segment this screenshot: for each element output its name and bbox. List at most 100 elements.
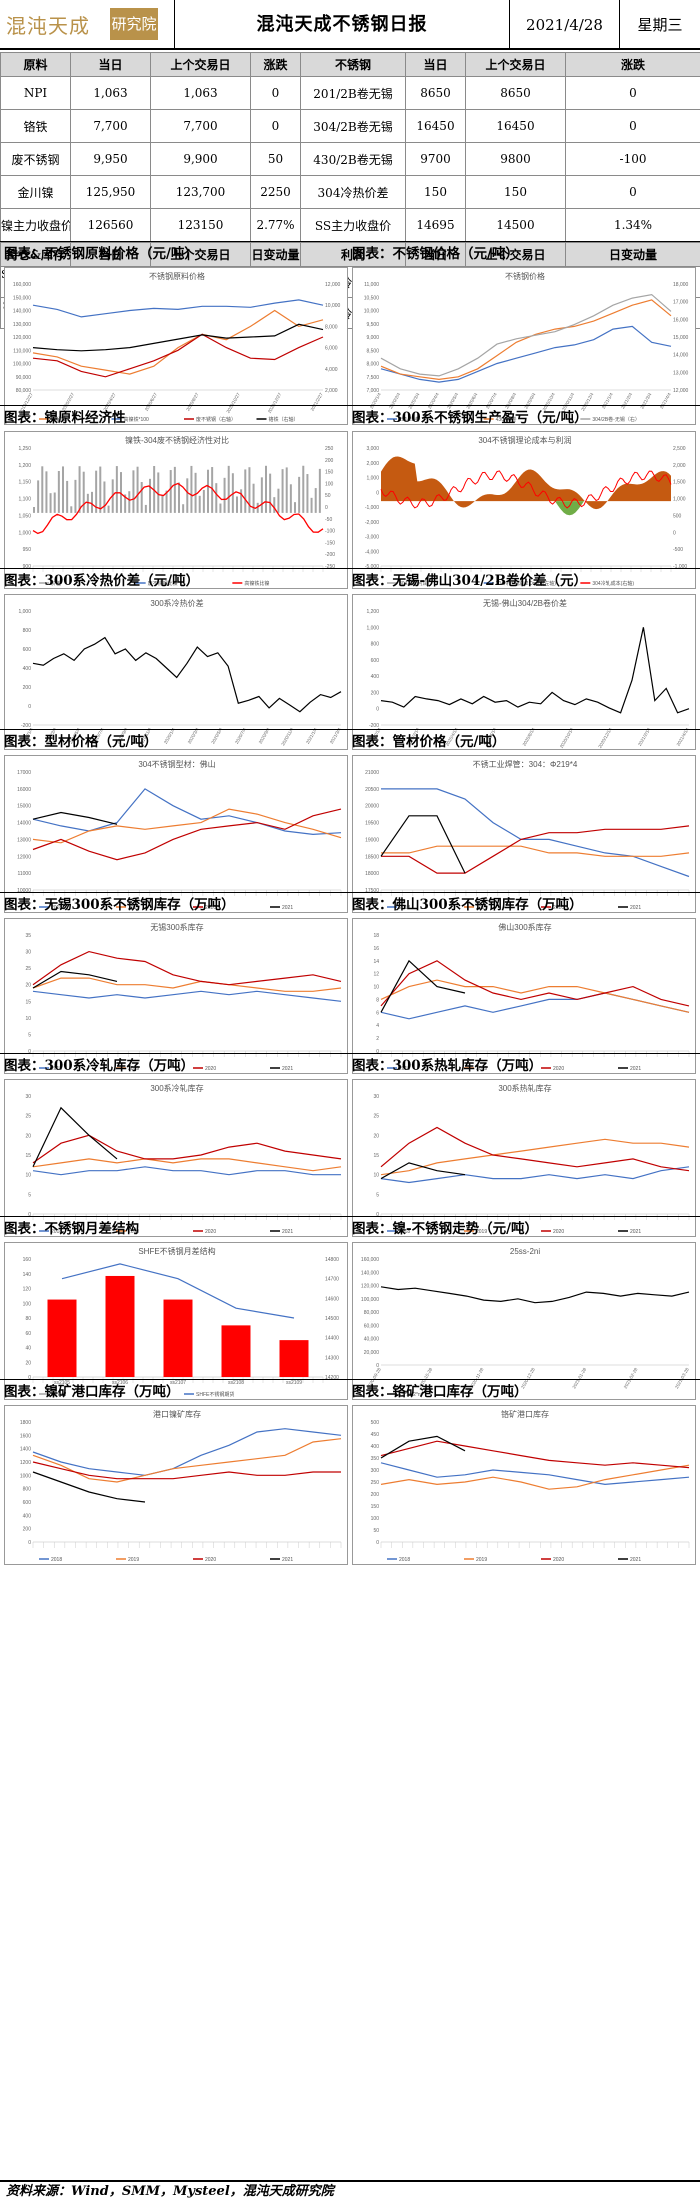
chart-svg: 300系热轧库存 30 25 20 15 10 5 0 2018 2019 2020 2021 [373, 1083, 690, 1235]
y-right-tick-label: 0 [325, 505, 328, 511]
series-line [32, 808, 342, 861]
chart-title: 图表：300系热轧库存（万吨） [352, 1058, 543, 1074]
y-right-tick-label: 14800 [325, 1257, 339, 1263]
series-line [32, 811, 118, 825]
category-label: ss2105 [54, 1380, 70, 1386]
chart-panel: 铬矿港口库存 500 450 400 350 300 250 200 150 100 50 0 2018… [352, 1405, 696, 1565]
legend-label: 25*ss-2*ni [399, 1392, 422, 1398]
chart-title-text: 镍铁-304废不锈钢经济性对比 [125, 435, 229, 445]
y-tick-label: 12 [373, 972, 379, 978]
y-tick-label: 20 [25, 983, 31, 989]
y-tick-label: 18 [373, 933, 379, 939]
y-tick-label: 16000 [17, 787, 31, 793]
y-tick-label: 950 [23, 547, 32, 553]
legend-label: 2020 [553, 1557, 564, 1563]
bar [144, 504, 147, 513]
legend-label: 2019 [476, 1229, 487, 1235]
bar [45, 471, 48, 513]
table-row: 铬铁 7,700 7,700 0 304/2B卷无锡 16450 16450 0 [0, 109, 700, 143]
y-tick-label: 200 [371, 690, 380, 696]
series-line [380, 979, 690, 1013]
bar [219, 503, 222, 513]
y-tick-label: 160 [23, 1257, 32, 1263]
table-cell: 2250 [250, 175, 301, 209]
y-right-tick-label: 200 [325, 458, 334, 464]
bar [124, 494, 127, 513]
header-cell: 利润 [300, 242, 406, 267]
y-right-tick-label: 14700 [325, 1277, 339, 1283]
legend-label: 430/2B卷 [496, 416, 517, 423]
chart-title: 图表：300系不锈钢生产盈亏（元/吨） [352, 410, 588, 426]
series-line [32, 970, 118, 989]
legend-label: 2020 [205, 1066, 216, 1072]
y-tick-label: 21000 [365, 770, 379, 776]
y-right-tick-label: 12,000 [673, 388, 689, 394]
legend-label: 2020 [205, 1229, 216, 1235]
table-cell: 126560 [70, 208, 151, 242]
series-line [380, 1462, 690, 1486]
chart-panel: 不锈钢原料价格 160,000 150,000 140,000 130,000 120,0… [4, 267, 348, 425]
y-tick-label: 10,500 [364, 295, 380, 301]
y-tick-label: 120,000 [13, 335, 31, 341]
y-tick-label: 10 [373, 985, 379, 991]
bar [140, 482, 143, 513]
y-tick-label: 10000 [17, 888, 31, 894]
y-right-tick-label: 18,000 [673, 282, 689, 288]
table-cell: 150 [465, 175, 566, 209]
bar [128, 491, 131, 513]
legend-label: 高镍铁*100 [124, 416, 150, 423]
y-tick-label: 200 [371, 1492, 380, 1498]
y-tick-label: 120 [23, 1287, 32, 1293]
y-tick-label: 200 [23, 1527, 32, 1533]
y-tick-label: 8,000 [366, 362, 379, 368]
table-cell: 201/2B卷无锡 [300, 76, 406, 110]
legend-label: 2019 [476, 1557, 487, 1563]
series-line [380, 959, 466, 1013]
table-cell: 123150 [150, 208, 251, 242]
bar [236, 496, 238, 513]
y-tick-label: 0 [28, 1540, 31, 1546]
bar [223, 477, 226, 513]
y-tick-label: 12000 [17, 854, 31, 860]
y-right-tick-label: 4,000 [325, 367, 338, 373]
y-tick-label: 600 [23, 647, 32, 653]
y-tick-label: 9,500 [366, 322, 379, 328]
chart-panel: SHFE不锈钢月差结构 160 140 120 100 80 60 40 20 0 14800 147… [4, 1242, 348, 1400]
y-tick-label: 15 [25, 999, 31, 1005]
header-cell: 当日 [70, 52, 151, 77]
y-tick-label: -1,000 [365, 505, 379, 511]
y-tick-label: 0 [376, 490, 379, 496]
section-title-row: 图表：型材价格（元/吨） 图表：管材价格（元/吨） [0, 729, 700, 753]
table-cell: 304冷热价差 [300, 175, 406, 209]
series-line [380, 1166, 690, 1184]
chart-panel: 港口镍矿库存 1800 1600 1400 1200 1000 800 600 400 200 0 2… [4, 1405, 348, 1565]
chart-panel: 不锈钢价格 11,000 10,500 10,000 9,500 9,000 8,500 8,… [352, 267, 696, 425]
table-cell: 7,700 [70, 109, 151, 143]
series-line [380, 293, 672, 377]
y-tick-label: 8 [376, 997, 379, 1003]
y-tick-label: 6 [376, 1010, 379, 1016]
y-tick-label: 1,200 [366, 609, 379, 615]
bar [318, 468, 321, 513]
bar [314, 488, 317, 513]
y-right-tick-label: 14600 [325, 1296, 339, 1302]
legend-label: 2018 [51, 1557, 62, 1563]
header-cell: 上个交易日 [465, 52, 566, 77]
y-tick-label: 1,200 [18, 463, 31, 469]
y-right-tick-label: -50 [325, 517, 332, 523]
legend-label: 铬铁（右轴） [269, 416, 299, 423]
section-title-row: 图表：不锈钢月差结构 图表：镍-不锈钢走势（元/吨） [0, 1216, 700, 1240]
y-tick-label: 1800 [20, 1420, 31, 1426]
y-tick-label: 20000 [365, 804, 379, 810]
y-tick-label: 60,000 [364, 1323, 380, 1329]
y-right-tick-label: 2,500 [673, 446, 686, 452]
bar [37, 480, 40, 513]
chart-title-text: 佛山300系库存 [498, 922, 551, 932]
bar [277, 488, 280, 513]
bar [163, 1299, 193, 1377]
report-weekday: 星期三 [637, 16, 683, 34]
y-tick-label: 0 [28, 1049, 31, 1055]
table-cell: 50 [250, 142, 301, 176]
y-tick-label: 30 [25, 950, 31, 956]
